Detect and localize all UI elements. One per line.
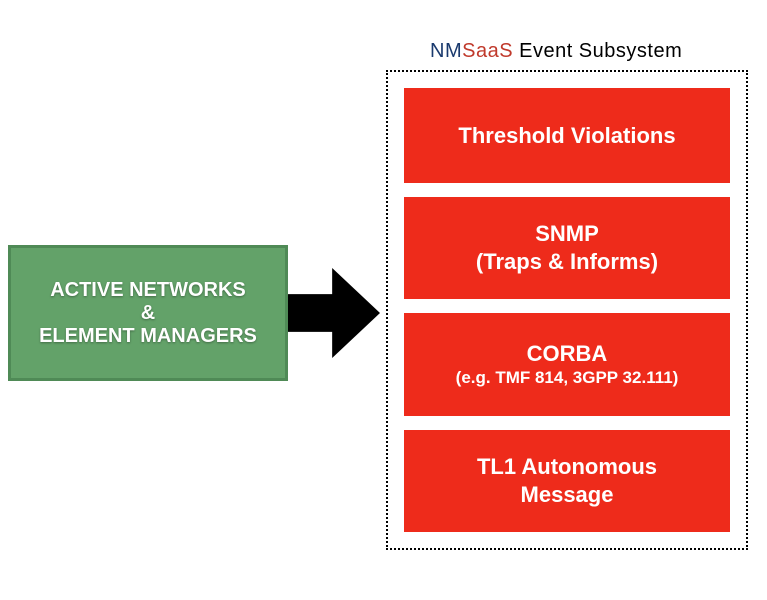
- arrow-icon: [288, 268, 380, 358]
- event-box: CORBA(e.g. TMF 814, 3GPP 32.111): [402, 311, 732, 417]
- source-text: ACTIVE NETWORKS&ELEMENT MANAGERS: [39, 279, 257, 348]
- title-saas: SaaS: [462, 40, 513, 62]
- title-rest: Event Subsystem: [513, 40, 682, 62]
- event-box: Threshold Violations: [402, 86, 732, 185]
- title-nm: NM: [430, 40, 462, 62]
- source-box: ACTIVE NETWORKS&ELEMENT MANAGERS: [8, 245, 288, 381]
- event-box: TL1 AutonomousMessage: [402, 428, 732, 534]
- event-box: SNMP(Traps & Informs): [402, 195, 732, 301]
- subsystem-box: Threshold Violations SNMP(Traps & Informs…: [386, 70, 748, 550]
- subsystem-title: NMSaaS Event Subsystem: [430, 40, 682, 63]
